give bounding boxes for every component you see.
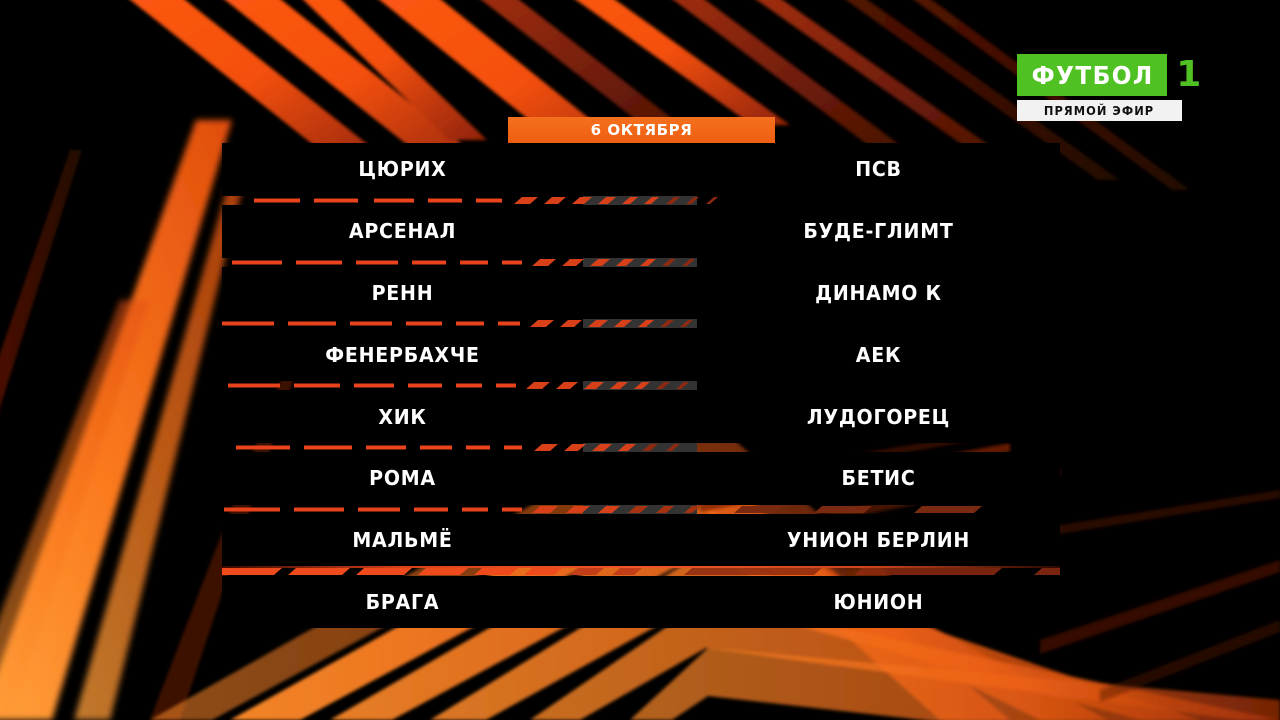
row-separator	[222, 319, 1060, 328]
away-team-name: АЕК	[855, 342, 902, 367]
fixture-row: АРСЕНАЛ БУДЕ-ГЛИМТ	[222, 204, 1060, 258]
fixture-row: БРАГА ЮНИОН	[222, 575, 1060, 629]
home-team-name: МАЛЬМЁ	[352, 528, 453, 553]
separator-dashes	[222, 320, 693, 328]
row-separator	[222, 196, 1060, 205]
live-badge: ПРЯМОЙ ЭФИР	[1017, 100, 1182, 121]
channel-logo-row: ФУТБОЛ 1	[1017, 54, 1201, 96]
home-team-name: РОМА	[369, 466, 436, 491]
away-team-name: БЕТИС	[841, 466, 916, 491]
fixture-row: РЕНН ДИНАМО К	[222, 266, 1060, 320]
live-badge-label: ПРЯМОЙ ЭФИР	[1044, 103, 1155, 118]
home-team-name: БРАГА	[365, 589, 440, 614]
channel-logo: ФУТБОЛ 1 ПРЯМОЙ ЭФИР	[1017, 54, 1201, 121]
fixture-list: ЦЮРИХ ПСВ	[222, 143, 1060, 629]
home-team-name: РЕНН	[371, 280, 434, 305]
separator-dashes	[232, 258, 695, 266]
away-team-name: ЛУДОГОРЕЦ	[806, 404, 951, 429]
date-banner: 6 ОКТЯБРЯ	[508, 117, 775, 143]
fixture-row: МАЛЬМЁ УНИОН БЕРЛИН	[222, 513, 1060, 567]
left-bright-beams	[0, 120, 252, 720]
channel-name-box: ФУТБОЛ	[1017, 54, 1168, 96]
channel-name-label: ФУТБОЛ	[1031, 60, 1154, 90]
separator-dashes	[236, 443, 680, 451]
fixture-row: ФЕНЕРБАХЧЕ АЕК	[222, 328, 1060, 382]
row-separator	[222, 505, 1060, 514]
separator-dashes	[254, 196, 718, 204]
fixture-row: РОМА БЕТИС	[222, 451, 1060, 505]
away-team-name: УНИОН БЕРЛИН	[786, 528, 971, 553]
date-banner-label: 6 ОКТЯБРЯ	[590, 121, 693, 139]
row-separator	[222, 258, 1060, 267]
fixture-row: ЦЮРИХ ПСВ	[222, 143, 1060, 196]
home-team-name: ФЕНЕРБАХЧЕ	[325, 342, 480, 367]
home-team-name: АРСЕНАЛ	[348, 219, 457, 244]
separator-dashes	[228, 382, 689, 390]
fixture-row: ХИК ЛУДОГОРЕЦ	[222, 390, 1060, 443]
home-team-name: ЦЮРИХ	[358, 157, 447, 182]
channel-number-label: 1	[1176, 54, 1202, 95]
away-team-name: ДИНАМО К	[815, 280, 942, 305]
away-team-name: ЮНИОН	[833, 589, 924, 614]
away-team-name: ПСВ	[855, 157, 902, 182]
home-team-name: ХИК	[378, 404, 427, 429]
separator-dashes	[224, 505, 982, 513]
row-separator	[222, 381, 1060, 390]
away-team-name: БУДЕ-ГЛИМТ	[803, 219, 954, 244]
row-separator	[222, 443, 1060, 452]
table-bottom-rule	[222, 566, 1060, 568]
